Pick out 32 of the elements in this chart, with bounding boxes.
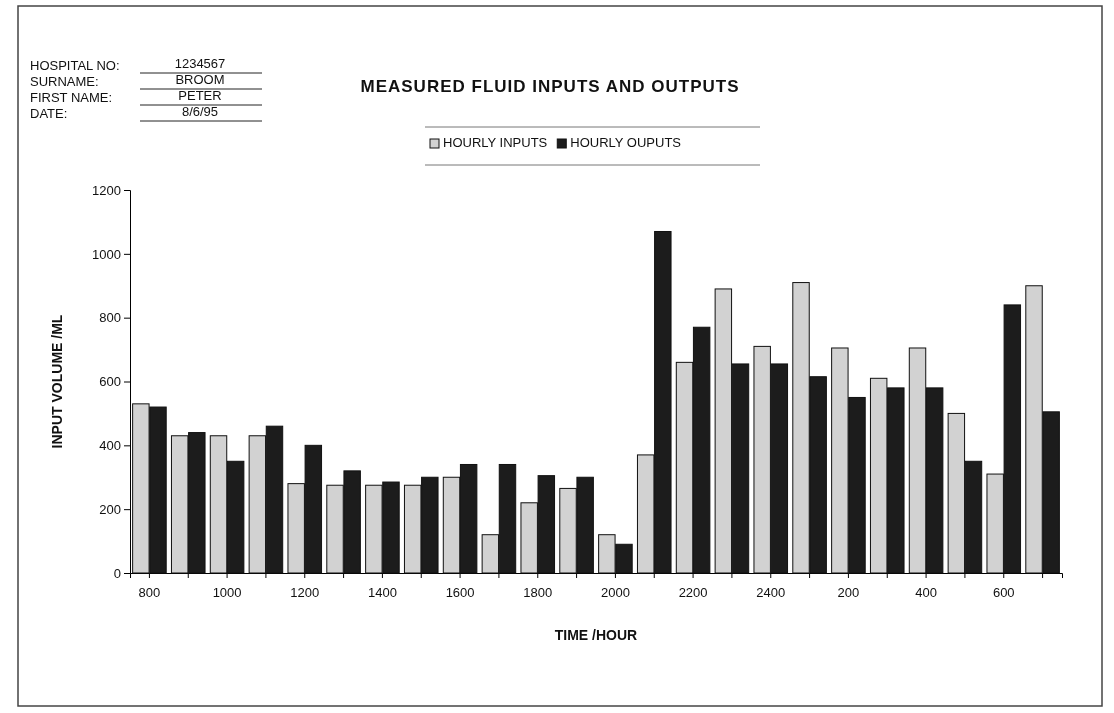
x-tick-label: 2200 <box>678 584 708 600</box>
y-axis-title: INPUT VOLUME /ML <box>49 314 65 449</box>
text: HOSPITAL NO: <box>30 58 120 73</box>
y-tick-label: 1200 <box>92 182 121 198</box>
y-tick-label: 200 <box>99 501 121 517</box>
x-tick-label: 1000 <box>212 584 242 600</box>
text: BROOM <box>175 72 225 87</box>
y-tick-label: 0 <box>113 565 121 581</box>
y-tick-label: 600 <box>99 374 121 390</box>
text: FIRST NAME: <box>30 90 113 105</box>
x-tick-label: 2000 <box>600 584 630 600</box>
y-tick-label: 400 <box>99 437 121 453</box>
y-tick-label: 800 <box>99 310 121 326</box>
text: SURNAME: <box>30 74 99 89</box>
text: PETER <box>178 88 222 103</box>
text: 8/6/95 <box>181 104 219 119</box>
x-axis-title: TIME /HOUR <box>554 627 638 643</box>
legend-label: HOURLY INPUTS <box>443 135 548 150</box>
y-tick-label: 1000 <box>92 246 121 262</box>
x-tick-label: 1200 <box>290 584 320 600</box>
x-tick-label: 1400 <box>367 584 397 600</box>
x-tick-label: 1800 <box>523 584 553 600</box>
x-tick-label: 400 <box>915 584 937 600</box>
legend-label: HOURLY OUPUTS <box>570 135 682 150</box>
text: DATE: <box>30 106 68 121</box>
x-tick-label: 800 <box>138 584 161 600</box>
chart-title: MEASURED FLUID INPUTS AND OUTPUTS <box>360 77 740 96</box>
x-tick-label: 2400 <box>756 584 786 600</box>
x-tick-label: 600 <box>992 584 1015 600</box>
text: 1234567 <box>174 56 226 71</box>
x-tick-label: 200 <box>837 584 860 600</box>
x-tick-label: 1600 <box>445 584 475 600</box>
